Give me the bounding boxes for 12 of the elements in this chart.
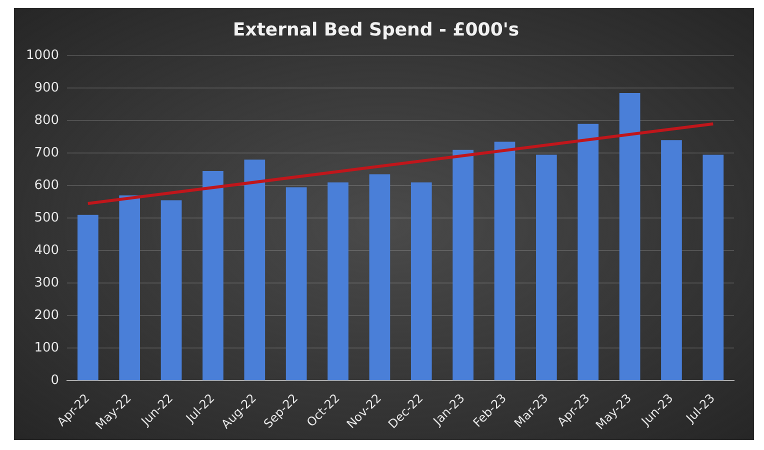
y-tick-label: 100	[34, 340, 60, 356]
y-tick-label: 600	[34, 178, 60, 193]
y-tick-label: 500	[34, 210, 60, 226]
chart-title: External Bed Spend - £000's	[232, 19, 520, 40]
y-tick-label: 700	[34, 145, 60, 160]
y-tick-label: 400	[34, 242, 60, 258]
y-tick-label: 1000	[26, 48, 60, 63]
y-tick-label: 200	[34, 308, 60, 323]
y-tick-label: 900	[34, 80, 60, 96]
y-tick-label: 0	[50, 372, 60, 388]
y-tick-label: 800	[34, 112, 60, 128]
y-tick-label: 300	[34, 275, 60, 290]
